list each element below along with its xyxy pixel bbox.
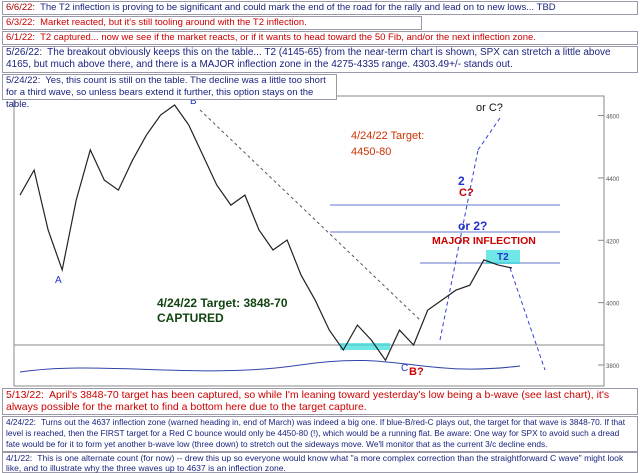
target-zone: [486, 250, 520, 264]
annotation: 2: [458, 174, 465, 188]
y-tick-label: 4200: [606, 239, 620, 245]
note: 4/24/22: Turns out the 4637 inflection zo…: [2, 416, 638, 452]
note-date: 4/1/22:: [6, 453, 33, 463]
indicator: [19, 360, 521, 373]
note: 5/13/22: April's 3848-70 target has been …: [2, 388, 638, 415]
annotation: C: [401, 363, 408, 374]
note-text: The T2 inflection is proving to be signi…: [40, 2, 556, 13]
note: 6/6/22: The T2 inflection is proving to b…: [2, 1, 638, 15]
projection: [439, 149, 479, 341]
annotation: or C?: [476, 102, 503, 114]
note: 5/24/22: Yes, this count is still on the …: [2, 74, 337, 110]
note-text: Turns out the 4637 inflection zone (warn…: [6, 417, 626, 449]
annotation: 4/24/22 Target:: [351, 130, 424, 142]
note-text: Yes, this count is still on the table. T…: [6, 75, 326, 110]
note: 5/26/22: The breakout obviously keeps thi…: [2, 46, 638, 73]
note-date: 6/1/22:: [6, 32, 36, 43]
note-text: The breakout obviously keeps this on the…: [6, 47, 611, 70]
note-text: This is one alternate count (for now) --…: [6, 453, 624, 473]
note-date: 5/13/22:: [6, 389, 44, 401]
target-zone: [340, 343, 390, 350]
note-date: 5/24/22:: [6, 75, 41, 86]
y-tick-label: 4600: [606, 115, 620, 121]
price-line: [19, 104, 513, 362]
note-date: 4/24/22:: [6, 417, 36, 427]
note-text: April's 3848-70 target has been captured…: [6, 389, 610, 413]
note-date: 5/26/22:: [6, 47, 43, 58]
annotation: T2: [497, 252, 509, 263]
y-tick-label: 3800: [606, 364, 620, 370]
projection: [509, 267, 546, 371]
note: 6/3/22: Market reacted, but it's still to…: [2, 16, 422, 30]
plot-frame: [13, 95, 605, 387]
y-tick-label: 4000: [606, 302, 620, 308]
annotation: CAPTURED: [157, 311, 224, 325]
annotation: 4450-80: [351, 146, 391, 158]
note-date: 6/6/22:: [6, 2, 36, 13]
annotation: B?: [409, 366, 424, 378]
note-date: 6/3/22:: [6, 17, 36, 28]
annotation: 4/24/22 Target: 3848-70: [157, 296, 288, 310]
note-text: T2 captured... now we see if the market …: [40, 32, 536, 43]
note: 6/1/22: T2 captured... now we see if the …: [2, 31, 638, 45]
annotation: B: [190, 96, 197, 107]
y-tick-label: 4400: [606, 177, 620, 183]
annotation: C?: [459, 187, 474, 199]
channel: [199, 109, 421, 321]
annotation: or 2?: [458, 219, 487, 233]
annotation: A: [55, 275, 62, 286]
note-text: Market reacted, but it's still tooling a…: [40, 17, 307, 28]
note: 4/1/22: This is one alternate count (for …: [2, 452, 638, 473]
annotation: MAJOR INFLECTION: [432, 235, 536, 247]
